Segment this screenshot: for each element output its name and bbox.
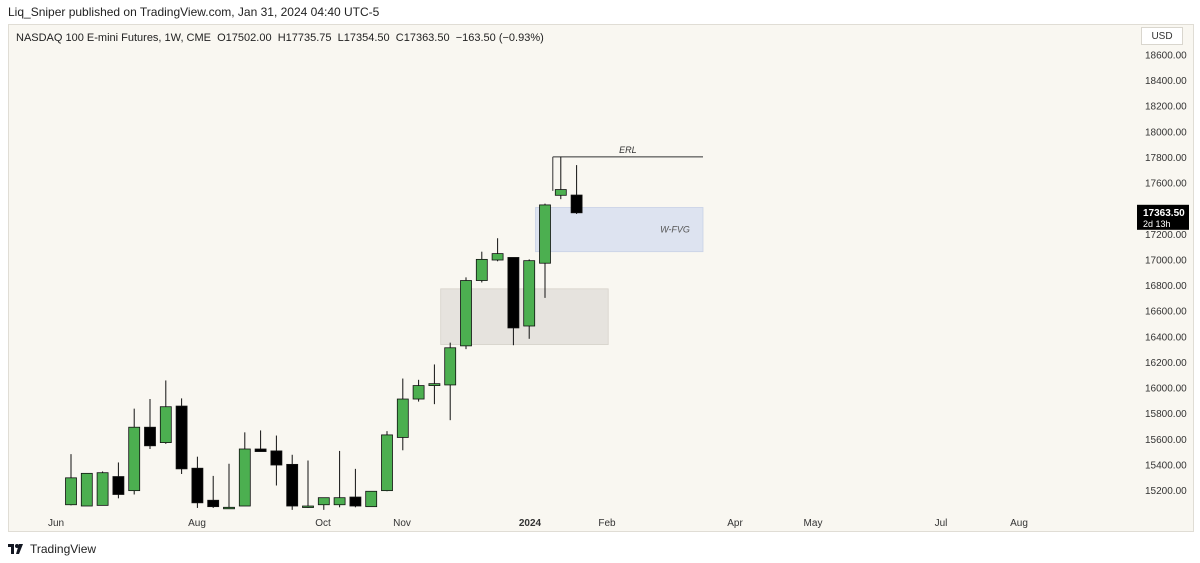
- y-tick-label: 17200.00: [1145, 230, 1187, 241]
- last-price-value: 17363.50: [1143, 208, 1185, 219]
- publisher-line: Liq_Sniper published on TradingView.com,…: [8, 5, 380, 19]
- candle-body: [396, 398, 409, 438]
- last-price-tag: [1137, 204, 1189, 230]
- candle-body: [302, 505, 314, 508]
- candle-body: [80, 472, 93, 507]
- candle-body: [554, 189, 567, 196]
- candle-body: [254, 448, 267, 452]
- y-tick-label: 16400.00: [1145, 332, 1187, 343]
- candle-body: [349, 496, 362, 507]
- y-tick-label: 18200.00: [1145, 102, 1187, 113]
- candle-body: [539, 204, 551, 264]
- erl-line: [552, 156, 703, 191]
- x-tick-label: Oct: [315, 518, 331, 529]
- candle-body: [412, 385, 425, 400]
- candle-body: [207, 499, 220, 508]
- candle-body: [96, 472, 109, 506]
- x-tick-label: May: [804, 518, 823, 529]
- legend-high: H17735.75: [277, 32, 332, 44]
- last-price-countdown: 2d 13h: [1143, 219, 1171, 229]
- candle-body: [507, 257, 520, 329]
- candle-body: [159, 406, 172, 443]
- candle-body: [223, 506, 235, 510]
- footer-brand: TradingView: [8, 542, 96, 556]
- y-tick-label: 18600.00: [1145, 50, 1187, 61]
- candle-body: [112, 476, 125, 495]
- fvg-zone: [535, 207, 704, 253]
- candle-body: [333, 497, 346, 506]
- candle-body: [428, 383, 441, 386]
- x-tick-label: Feb: [598, 518, 616, 529]
- y-tick-label: 16800.00: [1145, 281, 1187, 292]
- y-tick-label: 17600.00: [1145, 179, 1187, 190]
- x-tick-label: 2024: [519, 518, 542, 529]
- candle-body: [381, 434, 393, 492]
- zone-label: W-FVG: [660, 225, 690, 235]
- x-tick-label: Aug: [1010, 518, 1028, 529]
- candle-body: [128, 426, 141, 492]
- candle-body: [475, 258, 488, 281]
- plot-area: W-FVG ERL: [65, 145, 704, 510]
- x-tick-label: Aug: [188, 518, 206, 529]
- y-tick-label: 15800.00: [1145, 409, 1187, 420]
- candle-body: [270, 450, 283, 466]
- candle-body: [491, 253, 504, 261]
- chart-panel[interactable]: [8, 24, 1194, 532]
- y-tick-label: 15400.00: [1145, 460, 1187, 471]
- x-tick-label: Apr: [727, 518, 743, 529]
- y-tick-label: 16000.00: [1145, 384, 1187, 395]
- tradingview-logo-icon: [8, 543, 26, 555]
- candle-body: [175, 405, 188, 470]
- legend-change: −163.50 (−0.93%): [455, 32, 544, 44]
- symbol-legend: NASDAQ 100 E-mini Futures, 1W, CME O1750…: [16, 32, 544, 44]
- legend-low: L17354.50: [337, 32, 390, 44]
- y-tick-label: 15600.00: [1145, 435, 1187, 446]
- legend-symbol: NASDAQ 100 E-mini Futures, 1W, CME: [16, 32, 211, 44]
- x-tick-label: Jul: [935, 518, 948, 529]
- candle-body: [444, 347, 457, 386]
- y-tick-label: 17000.00: [1145, 255, 1187, 266]
- candle-body: [144, 426, 156, 447]
- candle-body: [460, 280, 472, 347]
- candle-body: [238, 448, 251, 507]
- footer-brand-label: TradingView: [30, 542, 97, 556]
- candle-body: [286, 463, 299, 507]
- currency-button[interactable]: USD: [1141, 27, 1183, 45]
- candle-body: [191, 467, 204, 504]
- y-tick-label: 18400.00: [1145, 76, 1187, 87]
- y-tick-label: 17800.00: [1145, 153, 1187, 164]
- y-tick-label: 16600.00: [1145, 307, 1187, 318]
- erl-label: ERL: [619, 145, 637, 155]
- legend-open: O17502.00: [217, 32, 272, 44]
- candle-body: [65, 477, 77, 506]
- x-tick-label: Jun: [48, 518, 64, 529]
- candle-body: [317, 497, 330, 506]
- y-tick-label: 15200.00: [1145, 486, 1187, 497]
- candle-body: [523, 260, 536, 327]
- y-tick-label: 18000.00: [1145, 127, 1187, 138]
- candle-body: [570, 194, 583, 214]
- x-tick-label: Nov: [393, 518, 411, 529]
- candle-body: [365, 490, 378, 508]
- legend-close: C17363.50: [395, 32, 450, 44]
- y-tick-label: 16200.00: [1145, 358, 1187, 369]
